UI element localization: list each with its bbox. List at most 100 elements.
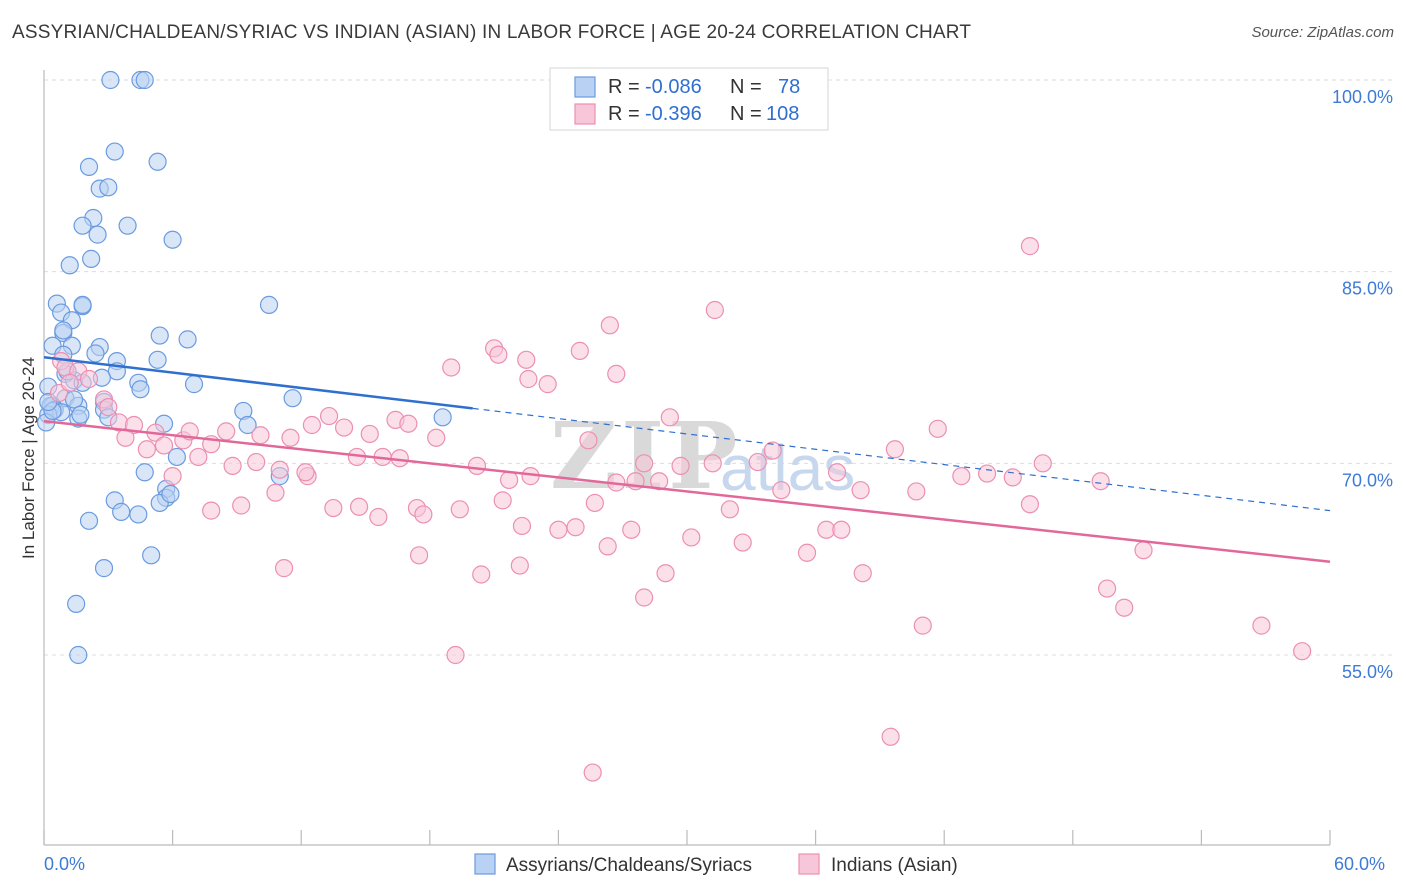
data-point <box>656 564 675 583</box>
data-point <box>82 249 101 268</box>
data-point <box>570 341 589 360</box>
data-point <box>763 441 782 460</box>
data-point <box>161 484 180 504</box>
legend: Assyrians/Chaldeans/Syriacs Indians (Asi… <box>474 853 958 876</box>
data-point <box>493 491 512 510</box>
data-point <box>952 467 971 486</box>
data-point <box>703 454 722 473</box>
y-tick-label: 100.0% <box>1332 87 1393 107</box>
data-point <box>885 440 905 459</box>
data-point <box>223 456 242 475</box>
data-point <box>538 375 557 394</box>
stats-n-label-1: N = <box>730 76 762 98</box>
chart-title: ASSYRIAN/CHALDEAN/SYRIAC VS INDIAN (ASIA… <box>12 22 972 43</box>
data-point <box>163 467 182 486</box>
data-point <box>579 431 598 450</box>
data-point <box>112 502 131 521</box>
data-point <box>118 216 137 235</box>
trend-line-assyrians-extension <box>472 407 1331 512</box>
stats-n-value-1: 78 <box>778 76 800 98</box>
data-point <box>79 157 99 176</box>
data-point <box>585 493 604 513</box>
data-point <box>1020 237 1040 256</box>
data-point <box>682 528 701 547</box>
data-point <box>409 546 429 565</box>
data-point <box>446 645 465 665</box>
data-point <box>184 375 204 394</box>
legend-label-assyrians: Assyrians/Chaldeans/Syriacs <box>506 855 752 876</box>
data-point <box>251 426 270 445</box>
x-tick-label-min: 0.0% <box>44 854 85 874</box>
data-point <box>266 483 285 502</box>
data-point <box>247 452 266 472</box>
data-point <box>600 316 619 335</box>
trend-line-indians <box>43 419 1331 563</box>
data-point <box>399 414 418 433</box>
data-point <box>1252 616 1271 635</box>
chart-source: Source: ZipAtlas.com <box>1251 24 1394 41</box>
data-point <box>349 497 369 516</box>
y-tick-label: 85.0% <box>1342 279 1393 299</box>
data-point <box>977 464 997 483</box>
data-point <box>517 350 536 369</box>
trend-lines <box>43 356 1331 563</box>
data-point <box>73 216 92 235</box>
data-point <box>274 559 294 578</box>
data-point <box>163 230 182 249</box>
data-point <box>472 565 491 584</box>
data-point <box>733 533 752 552</box>
data-point <box>105 142 124 161</box>
data-point <box>881 727 900 746</box>
data-point <box>217 422 236 441</box>
data-point <box>827 463 847 482</box>
data-point <box>129 505 148 524</box>
data-point <box>1097 579 1117 598</box>
y-tick-labels: 55.0% 70.0% 85.0% 100.0% <box>1332 87 1393 682</box>
stats-r-value-1: -0.086 <box>645 76 702 98</box>
data-point <box>748 452 767 472</box>
data-point <box>150 326 169 345</box>
data-point <box>54 321 73 340</box>
data-point <box>519 369 538 389</box>
data-point <box>853 564 872 583</box>
stats-r-label-2: R = <box>608 103 640 125</box>
data-point <box>69 645 88 665</box>
data-point <box>101 70 120 90</box>
data-point <box>88 225 107 244</box>
data-point <box>832 520 851 539</box>
data-point <box>705 300 724 320</box>
data-point <box>1003 468 1022 487</box>
data-point <box>1020 495 1040 514</box>
data-point <box>64 390 84 409</box>
data-point <box>281 428 300 447</box>
data-point <box>148 350 167 369</box>
data-point <box>99 178 118 197</box>
data-point <box>660 408 679 427</box>
stats-swatch-blue <box>574 76 596 98</box>
data-point <box>202 501 221 520</box>
data-point <box>772 481 791 500</box>
data-point <box>167 447 186 467</box>
data-point <box>549 520 568 539</box>
data-point <box>324 498 343 518</box>
data-point <box>650 472 669 491</box>
data-point <box>797 543 817 562</box>
data-point <box>427 428 446 447</box>
data-point <box>622 520 641 539</box>
data-point <box>369 507 388 527</box>
data-point <box>671 456 690 475</box>
data-point <box>467 456 487 475</box>
data-point <box>635 454 654 473</box>
data-point <box>1134 541 1153 560</box>
data-point <box>720 500 739 519</box>
legend-swatch-blue <box>474 853 496 875</box>
data-point <box>566 518 585 537</box>
x-tick-label-max: 60.0% <box>1334 854 1385 874</box>
data-point <box>442 358 461 377</box>
data-point <box>319 406 339 426</box>
stats-r-value-2: -0.396 <box>645 103 702 125</box>
data-point <box>131 380 150 399</box>
data-point <box>510 556 529 575</box>
data-point <box>489 345 508 364</box>
